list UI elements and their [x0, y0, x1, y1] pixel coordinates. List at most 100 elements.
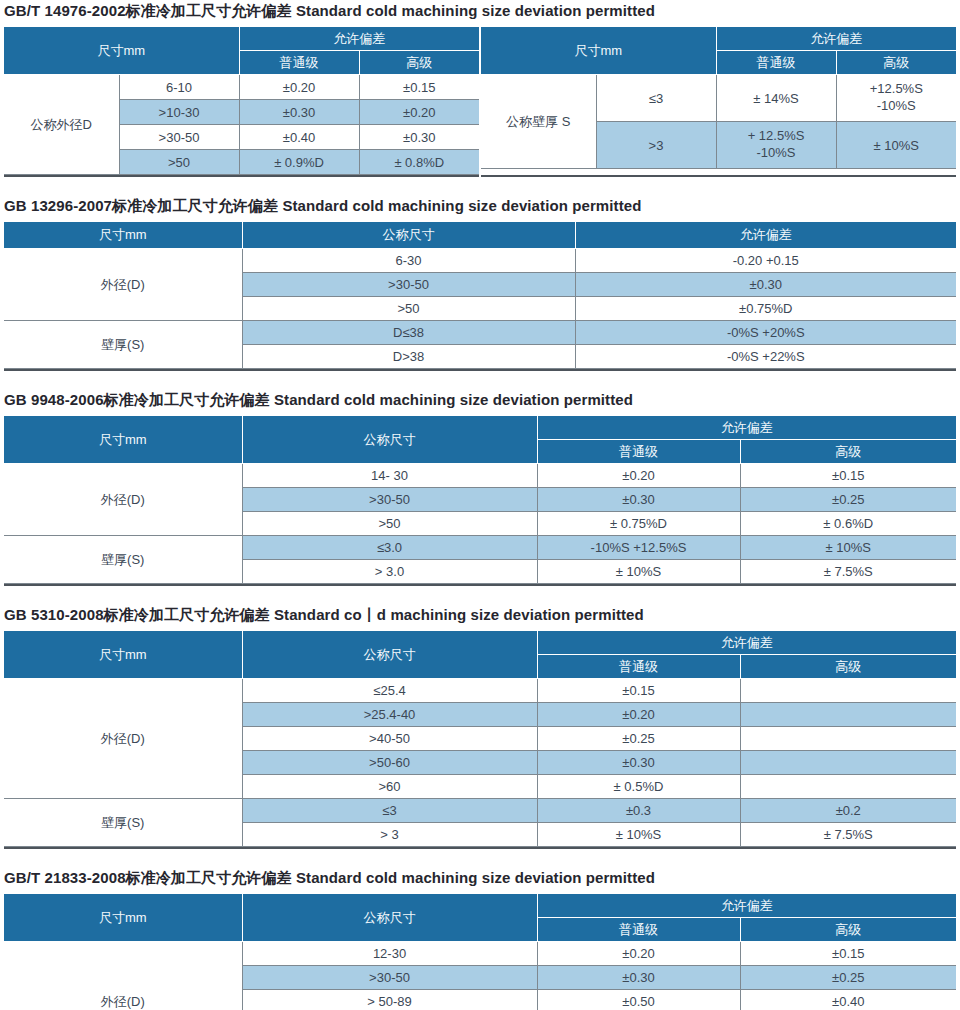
high-deviation-cell — [740, 751, 956, 775]
header-nominal-size: 公称尺寸 — [242, 222, 575, 249]
high-deviation-cell: ±0.25 — [740, 488, 956, 512]
table-row: 壁厚(S) ≤3.0 -10%S +12.5%S ± 10%S — [4, 536, 956, 560]
high-deviation-cell: ± 10%S — [740, 536, 956, 560]
header-nominal-size: 公称尺寸 — [242, 631, 537, 679]
ordinary-deviation-cell: -10%S +12.5%S — [537, 536, 740, 560]
gbt14976-wall-thickness-table: 尺寸mm 允许偏差 普通级 高级 公称壁厚 S ≤3 ± 14%S +12.5%… — [481, 27, 956, 169]
size-range-cell: ≤25.4 — [242, 679, 537, 703]
gbt21833-table-wrap: 尺寸mm 公称尺寸 允许偏差 普通级 高级 外径(D) 12-30 ±0.20 … — [4, 894, 956, 1010]
header-ordinary-grade: 普通级 — [537, 918, 740, 942]
size-range-cell: >3 — [596, 122, 716, 169]
table-row: 外径(D) 6-30 -0.20 +0.15 — [4, 249, 956, 273]
size-range-cell: >30-50 — [242, 273, 575, 297]
size-range-cell: >25.4-40 — [242, 703, 537, 727]
row-label-cell: 壁厚(S) — [4, 799, 242, 847]
ordinary-deviation-cell: ±0.20 — [537, 703, 740, 727]
size-range-cell: >30-50 — [119, 125, 239, 150]
table-row: 外径(D) ≤25.4 ±0.15 — [4, 679, 956, 703]
table-pair-gbt14976: 尺寸mm 允许偏差 普通级 高级 公称外径D 6-10 ±0.20 ±0.15 — [4, 27, 956, 177]
table-row: 公称壁厚 S ≤3 ± 14%S +12.5%S -10%S — [481, 75, 956, 122]
ordinary-deviation-cell: ±0.30 — [537, 966, 740, 990]
table-row: 外径(D) 14- 30 ±0.20 ±0.15 — [4, 464, 956, 488]
ordinary-deviation-cell: ± 10%S — [537, 823, 740, 847]
high-deviation-cell: ±0.40 — [740, 990, 956, 1010]
ordinary-deviation-cell: ±0.3 — [537, 799, 740, 823]
header-ordinary-grade: 普通级 — [537, 655, 740, 679]
size-range-cell: D>38 — [242, 345, 575, 369]
ordinary-deviation-cell: ±0.50 — [537, 990, 740, 1010]
header-ordinary-grade: 普通级 — [239, 51, 359, 75]
ordinary-deviation-cell: ±0.25 — [537, 727, 740, 751]
row-label-cell: 壁厚(S) — [4, 536, 242, 584]
gb9948-table: 尺寸mm 公称尺寸 允许偏差 普通级 高级 外径(D) 14- 30 ±0.20… — [4, 416, 956, 584]
header-nominal-size: 公称尺寸 — [242, 894, 537, 942]
gb9948-table-wrap: 尺寸mm 公称尺寸 允许偏差 普通级 高级 外径(D) 14- 30 ±0.20… — [4, 416, 956, 586]
header-size-mm: 尺寸mm — [4, 631, 242, 679]
header-deviation: 允许偏差 — [537, 416, 956, 440]
size-range-cell: ≤3 — [242, 799, 537, 823]
high-deviation-cell: ±0.25 — [740, 966, 956, 990]
section-title-gbt14976: GB/T 14976-2002标准冷加工尺寸允许偏差 Standard cold… — [4, 2, 956, 21]
row-label-cell: 公称壁厚 S — [481, 75, 596, 169]
size-range-cell: ≤3 — [596, 75, 716, 122]
section-title-gb5310: GB 5310-2008标准冷加工尺寸允许偏差 Standard co丨d ma… — [4, 606, 956, 625]
high-deviation-cell: ±0.15 — [359, 75, 479, 100]
table-row: 壁厚(S) D≤38 -0%S +20%S — [4, 321, 956, 345]
size-range-cell: 14- 30 — [242, 464, 537, 488]
size-range-cell: >30-50 — [242, 488, 537, 512]
ordinary-deviation-cell: + 12.5%S -10%S — [716, 122, 836, 169]
size-range-cell: > 3 — [242, 823, 537, 847]
high-deviation-cell: ±0.20 — [359, 100, 479, 125]
row-label-cell: 外径(D) — [4, 464, 242, 536]
size-range-cell: >50 — [242, 512, 537, 536]
high-deviation-cell — [740, 775, 956, 799]
ordinary-deviation-cell: ±0.20 — [537, 942, 740, 966]
high-deviation-cell — [740, 727, 956, 751]
high-deviation-cell: ± 10%S — [836, 122, 956, 169]
ordinary-deviation-cell: ±0.40 — [239, 125, 359, 150]
header-deviation: 允许偏差 — [716, 27, 956, 51]
ordinary-deviation-cell: ±0.30 — [537, 751, 740, 775]
ordinary-deviation-cell: ±0.15 — [537, 679, 740, 703]
header-high-grade: 高级 — [740, 655, 956, 679]
table-row: 公称外径D 6-10 ±0.20 ±0.15 — [4, 75, 479, 100]
size-range-cell: >10-30 — [119, 100, 239, 125]
size-range-cell: 12-30 — [242, 942, 537, 966]
gbt14976-outer-diameter-table: 尺寸mm 允许偏差 普通级 高级 公称外径D 6-10 ±0.20 ±0.15 — [4, 27, 479, 175]
header-deviation: 允许偏差 — [239, 27, 479, 51]
header-high-grade: 高级 — [740, 918, 956, 942]
size-range-cell: >30-50 — [242, 966, 537, 990]
header-high-grade: 高级 — [359, 51, 479, 75]
gb13296-table-wrap: 尺寸mm 公称尺寸 允许偏差 外径(D) 6-30 -0.20 +0.15 >3… — [4, 222, 956, 371]
high-deviation-cell: ±0.30 — [359, 125, 479, 150]
size-range-cell: D≤38 — [242, 321, 575, 345]
header-deviation: 允许偏差 — [537, 894, 956, 918]
ordinary-deviation-cell: ± 14%S — [716, 75, 836, 122]
high-deviation-cell: ± 0.6%D — [740, 512, 956, 536]
standards-tables-page: GB/T 14976-2002标准冷加工尺寸允许偏差 Standard cold… — [0, 0, 960, 1010]
deviation-cell: ±0.75%D — [575, 297, 956, 321]
row-label-cell: 外径(D) — [4, 942, 242, 1010]
high-deviation-cell: ±0.15 — [740, 464, 956, 488]
deviation-cell: -0%S +22%S — [575, 345, 956, 369]
ordinary-deviation-cell: ±0.20 — [239, 75, 359, 100]
deviation-cell: ±0.30 — [575, 273, 956, 297]
header-size-mm: 尺寸mm — [4, 222, 242, 249]
size-range-cell: >50 — [119, 150, 239, 175]
gb5310-table: 尺寸mm 公称尺寸 允许偏差 普通级 高级 外径(D) ≤25.4 ±0.15 … — [4, 631, 956, 847]
high-deviation-cell: ± 7.5%S — [740, 823, 956, 847]
size-range-cell: >40-50 — [242, 727, 537, 751]
size-range-cell: 6-30 — [242, 249, 575, 273]
size-range-cell: > 50-89 — [242, 990, 537, 1010]
table-row: 外径(D) 12-30 ±0.20 ±0.15 — [4, 942, 956, 966]
header-deviation: 允许偏差 — [575, 222, 956, 249]
high-deviation-cell: ±0.2 — [740, 799, 956, 823]
row-label-cell: 外径(D) — [4, 679, 242, 799]
gb13296-table: 尺寸mm 公称尺寸 允许偏差 外径(D) 6-30 -0.20 +0.15 >3… — [4, 222, 956, 369]
deviation-cell: -0.20 +0.15 — [575, 249, 956, 273]
size-range-cell: >50 — [242, 297, 575, 321]
header-size-mm: 尺寸mm — [4, 27, 239, 75]
table-row: 壁厚(S) ≤3 ±0.3 ±0.2 — [4, 799, 956, 823]
high-deviation-cell: +12.5%S -10%S — [836, 75, 956, 122]
high-deviation-cell — [740, 703, 956, 727]
